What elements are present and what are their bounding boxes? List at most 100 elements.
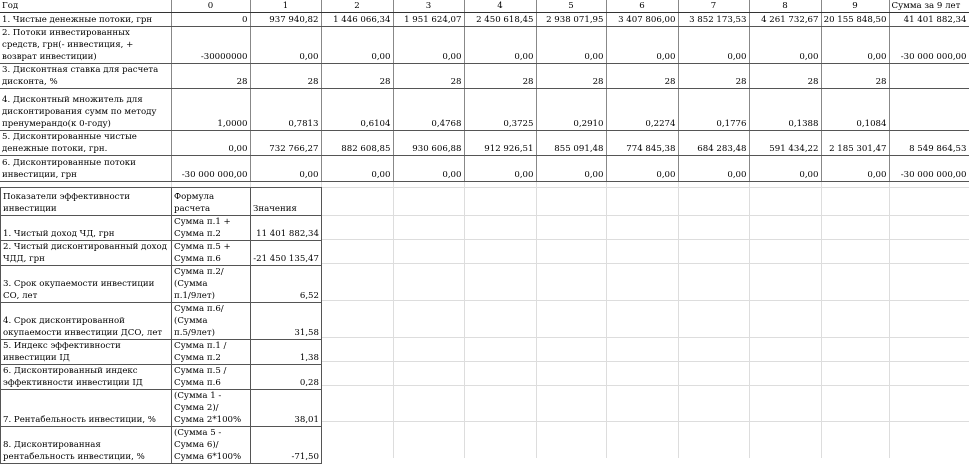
value-cell[interactable]: 937 940,82 <box>250 12 322 27</box>
column-header[interactable]: Год <box>0 0 172 13</box>
value-cell[interactable]: 0,1388 <box>749 88 822 131</box>
indicator-label[interactable]: 5. Индекс эффективности инвестиции ІД <box>0 339 172 365</box>
column-header[interactable]: 4 <box>464 0 537 13</box>
value-cell[interactable]: 20 155 848,50 <box>821 12 890 27</box>
indicator-value[interactable]: -21 450 135,47 <box>250 240 322 266</box>
value-cell[interactable]: 0,00 <box>678 155 750 182</box>
column-header[interactable]: 9 <box>821 0 890 13</box>
indicator-label[interactable]: 1. Чистый доход ЧД, грн <box>0 215 172 241</box>
value-cell[interactable]: 0,1776 <box>678 88 750 131</box>
row-label[interactable]: 6. Дисконтированные потоки инвестиции, г… <box>0 155 172 182</box>
value-cell[interactable]: 0,2274 <box>606 88 679 131</box>
value-cell[interactable]: 855 091,48 <box>536 130 607 156</box>
indicator-label[interactable]: 4. Срок дисконтированной окупаемости инв… <box>0 302 172 340</box>
row-label[interactable]: 2. Потоки инвестированных средств, грн(-… <box>0 26 172 64</box>
value-cell[interactable]: 4 261 732,67 <box>749 12 822 27</box>
value-cell[interactable]: 0,00 <box>393 155 465 182</box>
value-cell[interactable]: -30 000 000,00 <box>171 155 251 182</box>
value-cell[interactable]: 0,4768 <box>393 88 465 131</box>
value-cell[interactable]: 2 938 071,95 <box>536 12 607 27</box>
column-header[interactable]: Значения <box>250 187 322 216</box>
column-header[interactable]: 1 <box>250 0 322 13</box>
value-cell[interactable]: 0,00 <box>250 26 322 64</box>
value-cell[interactable]: 28 <box>464 63 537 89</box>
value-cell[interactable] <box>889 88 969 131</box>
indicator-formula[interactable]: Сумма п.6/ (Сумма п.5/9лет) <box>171 302 251 340</box>
row-label[interactable]: 4. Дисконтный множитель для дисконтирова… <box>0 88 172 131</box>
value-cell[interactable]: 0,00 <box>606 26 679 64</box>
value-cell[interactable]: 774 845,38 <box>606 130 679 156</box>
column-header[interactable]: 3 <box>393 0 465 13</box>
value-cell[interactable]: -30000000 <box>171 26 251 64</box>
value-cell[interactable]: 28 <box>321 63 394 89</box>
value-cell[interactable]: 2 450 618,45 <box>464 12 537 27</box>
value-cell[interactable]: 0,00 <box>749 155 822 182</box>
value-cell[interactable]: 882 608,85 <box>321 130 394 156</box>
value-cell[interactable]: 0,6104 <box>321 88 394 131</box>
column-header[interactable]: Сумма за 9 лет <box>889 0 969 13</box>
indicator-formula[interactable]: Сумма п.1 /Сумма п.2 <box>171 339 251 365</box>
value-cell[interactable]: 1 446 066,34 <box>321 12 394 27</box>
value-cell[interactable]: 2 185 301,47 <box>821 130 890 156</box>
value-cell[interactable]: 41 401 882,34 <box>889 12 969 27</box>
column-header[interactable]: 2 <box>321 0 394 13</box>
indicator-formula[interactable]: Сумма п.1 + Сумма п.2 <box>171 215 251 241</box>
indicator-formula[interactable]: (Сумма 1 - Сумма 2)/ Сумма 2*100% <box>171 389 251 427</box>
indicator-label[interactable]: 3. Срок окупаемости инвестиции СО, лет <box>0 265 172 303</box>
value-cell[interactable]: 0,00 <box>321 155 394 182</box>
value-cell[interactable]: 0,00 <box>821 26 890 64</box>
column-header[interactable]: 5 <box>536 0 607 13</box>
value-cell[interactable]: 28 <box>606 63 679 89</box>
value-cell[interactable]: 684 283,48 <box>678 130 750 156</box>
value-cell[interactable] <box>889 63 969 89</box>
value-cell[interactable]: 0,00 <box>749 26 822 64</box>
indicator-label[interactable]: 6. Дисконтированный индекс эффективности… <box>0 364 172 390</box>
value-cell[interactable]: 28 <box>536 63 607 89</box>
indicator-value[interactable]: 38,01 <box>250 389 322 427</box>
row-label[interactable]: 1. Чистые денежные потоки, грн <box>0 12 172 27</box>
value-cell[interactable]: 591 434,22 <box>749 130 822 156</box>
column-header[interactable]: Показатели эффективности инвестиции <box>0 187 172 216</box>
indicator-label[interactable]: 7. Рентабельность инвестиции, % <box>0 389 172 427</box>
value-cell[interactable]: 8 549 864,53 <box>889 130 969 156</box>
value-cell[interactable]: 1 951 624,07 <box>393 12 465 27</box>
value-cell[interactable]: 3 407 806,00 <box>606 12 679 27</box>
row-label[interactable]: 3. Дисконтная ставка для расчета дисконт… <box>0 63 172 89</box>
value-cell[interactable]: 28 <box>250 63 322 89</box>
indicator-formula[interactable]: Сумма п.5 + Сумма п.6 <box>171 240 251 266</box>
value-cell[interactable]: 0,00 <box>464 26 537 64</box>
row-label[interactable]: 5. Дисконтированные чистые денежные пото… <box>0 130 172 156</box>
indicator-value[interactable]: 6,52 <box>250 265 322 303</box>
value-cell[interactable]: 0,7813 <box>250 88 322 131</box>
value-cell[interactable]: 0,00 <box>678 26 750 64</box>
value-cell[interactable]: 0,00 <box>250 155 322 182</box>
indicator-formula[interactable]: Сумма п.2/ (Сумма п.1/9лет) <box>171 265 251 303</box>
value-cell[interactable]: 0,00 <box>171 130 251 156</box>
value-cell[interactable]: 912 926,51 <box>464 130 537 156</box>
indicator-value[interactable]: 0,28 <box>250 364 322 390</box>
value-cell[interactable]: 0,00 <box>536 26 607 64</box>
value-cell[interactable]: 0,2910 <box>536 88 607 131</box>
indicator-value[interactable]: 11 401 882,34 <box>250 215 322 241</box>
column-header[interactable]: 6 <box>606 0 679 13</box>
value-cell[interactable]: 0,1084 <box>821 88 890 131</box>
value-cell[interactable]: 28 <box>171 63 251 89</box>
column-header[interactable]: 7 <box>678 0 750 13</box>
value-cell[interactable]: 0,00 <box>464 155 537 182</box>
value-cell[interactable]: 1,0000 <box>171 88 251 131</box>
column-header[interactable]: 0 <box>171 0 251 13</box>
value-cell[interactable]: 0,00 <box>606 155 679 182</box>
value-cell[interactable]: 0,00 <box>536 155 607 182</box>
value-cell[interactable]: -30 000 000,00 <box>889 155 969 182</box>
value-cell[interactable]: -30 000 000,00 <box>889 26 969 64</box>
value-cell[interactable]: 28 <box>393 63 465 89</box>
value-cell[interactable]: 0,00 <box>321 26 394 64</box>
column-header[interactable]: Формула расчета <box>171 187 251 216</box>
value-cell[interactable]: 28 <box>749 63 822 89</box>
indicator-label[interactable]: 2. Чистый дисконтированный доход ЧДД, гр… <box>0 240 172 266</box>
value-cell[interactable]: 0,3725 <box>464 88 537 131</box>
value-cell[interactable]: 0,00 <box>393 26 465 64</box>
value-cell[interactable]: 0,00 <box>821 155 890 182</box>
column-header[interactable]: 8 <box>749 0 822 13</box>
value-cell[interactable]: 732 766,27 <box>250 130 322 156</box>
